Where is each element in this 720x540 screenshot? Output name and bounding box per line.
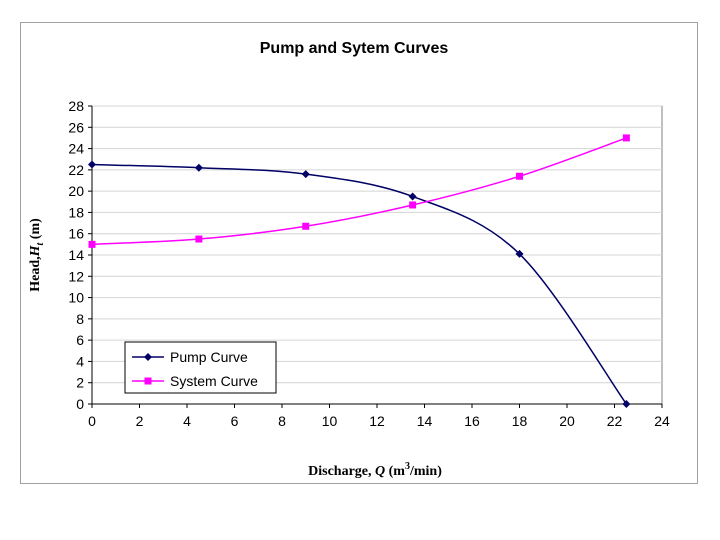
legend: Pump Curve System Curve <box>124 341 277 394</box>
data-point-system-curve <box>302 222 310 230</box>
y-tick-label: 26 <box>68 119 84 135</box>
x-tick-label: 20 <box>559 413 575 429</box>
y-tick-label: 14 <box>68 247 84 263</box>
y-tick-label: 8 <box>76 311 84 327</box>
legend-marker-system <box>144 377 152 385</box>
x-axis-label-unit-open: (m <box>385 464 405 479</box>
chart-title: Pump and Sytem Curves <box>260 40 449 57</box>
chart-frame: Pump and Sytem Curves 0 2 4 6 8 10 12 14 16 18 20 2… <box>20 22 698 484</box>
x-tick-label: 8 <box>278 413 286 429</box>
data-point-pump-curve <box>622 400 631 408</box>
x-axis-label-unit-close: /min) <box>409 464 442 479</box>
x-axis-label-sup: 3 <box>405 461 410 472</box>
x-tick-label: 22 <box>607 413 623 429</box>
y-tick-label: 0 <box>76 396 84 412</box>
legend-label-system: System Curve <box>170 373 258 389</box>
y-axis-label: Head,Ht (m) <box>28 218 46 292</box>
x-axis-label-prefix: Discharge, <box>308 464 375 479</box>
x-tick-label: 24 <box>654 413 670 429</box>
series-line-system-curve <box>91 137 627 246</box>
data-point-system-curve <box>88 240 96 248</box>
x-axis-label: Discharge, Q (m3/min) <box>308 461 442 479</box>
data-point-pump-curve <box>408 192 417 201</box>
data-point-pump-curve <box>515 249 524 258</box>
y-tick-label: 4 <box>76 353 84 369</box>
x-axis-ticks: 0 2 4 6 8 10 12 14 16 18 20 22 24 <box>88 403 670 429</box>
y-axis-label-var: H <box>28 244 43 257</box>
x-tick-label: 16 <box>464 413 480 429</box>
legend-marker-pump <box>144 353 152 361</box>
y-tick-label: 22 <box>68 162 84 178</box>
data-point-pump-curve <box>301 170 310 179</box>
series-group <box>88 134 631 408</box>
y-tick-label: 28 <box>68 98 84 114</box>
data-point-system-curve <box>622 134 630 142</box>
x-tick-label: 18 <box>512 413 528 429</box>
x-tick-label: 0 <box>88 413 96 429</box>
chart-svg: Pump and Sytem Curves 024681012141618202… <box>28 40 670 479</box>
y-tick-label: 20 <box>68 183 84 199</box>
y-tick-label: 2 <box>76 375 84 391</box>
x-axis-label-var: Q <box>375 464 385 479</box>
x-tick-label: 14 <box>417 413 433 429</box>
data-point-pump-curve <box>194 163 203 172</box>
y-axis-label-unit: (m) <box>28 218 43 243</box>
y-tick-label: 18 <box>68 204 84 220</box>
data-point-pump-curve <box>88 160 96 169</box>
x-tick-label: 2 <box>136 413 144 429</box>
legend-label-pump: Pump Curve <box>170 349 248 365</box>
y-axis-label-prefix: Head, <box>28 256 43 291</box>
series-line-pump-curve <box>91 163 627 405</box>
y-axis-label-sub: t <box>35 242 46 246</box>
x-tick-label: 6 <box>231 413 239 429</box>
data-point-system-curve <box>195 235 203 243</box>
data-point-system-curve <box>409 201 417 209</box>
y-tick-label: 10 <box>68 290 84 306</box>
y-tick-label: 24 <box>68 141 84 157</box>
x-tick-label: 12 <box>369 413 385 429</box>
x-tick-label: 4 <box>183 413 191 429</box>
x-tick-label: 10 <box>322 413 338 429</box>
data-point-system-curve <box>516 172 523 180</box>
y-tick-label: 16 <box>68 226 84 242</box>
y-tick-label: 6 <box>76 332 84 348</box>
y-tick-label: 12 <box>68 268 84 284</box>
